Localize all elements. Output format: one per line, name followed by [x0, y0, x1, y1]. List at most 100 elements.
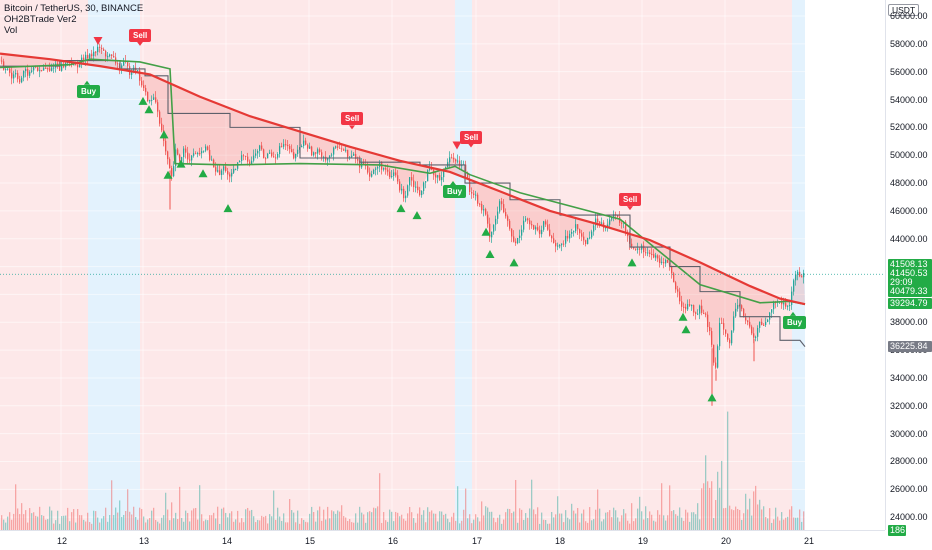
volume-bar: [553, 517, 555, 530]
volume-bar: [203, 521, 205, 530]
candle: [323, 156, 325, 158]
candle: [565, 235, 567, 244]
buy-triangle: [396, 204, 406, 213]
candle: [643, 245, 645, 253]
volume-bar: [525, 513, 527, 530]
volume-bar: [141, 509, 143, 530]
candle: [711, 331, 713, 345]
candle: [229, 174, 231, 177]
volume-bar: [383, 512, 385, 530]
volume-bar: [41, 515, 43, 530]
volume-bar: [61, 516, 63, 530]
volume-bar: [485, 506, 487, 530]
volume-bar: [97, 517, 99, 530]
volume-bar: [591, 520, 593, 530]
volume-bar: [491, 511, 493, 530]
candle: [77, 64, 79, 68]
volume-bar: [269, 514, 271, 530]
candle: [247, 156, 249, 162]
volume-bar: [257, 519, 259, 530]
candle: [559, 245, 561, 247]
candle: [535, 227, 537, 230]
candle: [579, 229, 581, 234]
chart-pane[interactable]: Bitcoin / TetherUS, 30, BINANCE OH2BTrad…: [0, 0, 885, 530]
volume-bar: [311, 506, 313, 530]
volume-bar: [273, 490, 275, 530]
candle: [593, 225, 595, 232]
candle: [249, 161, 251, 165]
volume-bar: [235, 519, 237, 530]
candle: [197, 153, 199, 155]
volume-bar: [147, 519, 149, 530]
volume-bar: [183, 521, 185, 530]
buy-triangle: [198, 169, 208, 178]
candle: [371, 173, 373, 177]
volume-bar: [201, 514, 203, 530]
volume-bar: [629, 523, 631, 530]
price-tick-label: 56000.00: [890, 66, 928, 77]
volume-bar: [251, 509, 253, 530]
candle: [631, 243, 633, 248]
volume-bar: [477, 517, 479, 530]
time-tick-label: 18: [555, 536, 566, 546]
volume-bar: [53, 523, 55, 530]
candle: [169, 159, 171, 169]
buy-triangle: [412, 211, 422, 220]
candle: [279, 146, 281, 155]
volume-title[interactable]: Vol: [4, 25, 18, 36]
indicator-title[interactable]: OH2BTrade Ver2: [4, 14, 77, 25]
candle: [97, 46, 99, 52]
symbol-title[interactable]: Bitcoin / TetherUS, 30, BINANCE: [4, 3, 144, 14]
volume-bar: [773, 519, 775, 530]
volume-bar: [435, 513, 437, 530]
cloud-fill: [0, 48, 805, 370]
volume-bar: [295, 522, 297, 530]
volume-bar: [333, 511, 335, 530]
candle: [177, 149, 179, 155]
candle: [701, 305, 703, 313]
candle: [413, 180, 415, 188]
candle: [285, 144, 287, 146]
price-chart[interactable]: [0, 0, 885, 530]
volume-bar: [425, 522, 427, 530]
time-axis[interactable]: 12 13 14 15 16 17 18 19 20 21: [0, 530, 885, 550]
volume-bar: [727, 411, 729, 530]
candle: [537, 227, 539, 230]
candle: [719, 322, 721, 347]
volume-bar: [419, 507, 421, 530]
candle: [15, 73, 17, 75]
volume-bar: [339, 511, 341, 530]
candle: [201, 151, 203, 154]
volume-bar: [153, 507, 155, 530]
candle: [489, 223, 491, 238]
volume-bar: [705, 455, 707, 530]
buy-triangle: [159, 130, 169, 139]
candle: [611, 217, 613, 220]
volume-bar: [145, 522, 147, 530]
volume-bar: [777, 516, 779, 530]
candle: [171, 168, 173, 177]
volume-bar: [613, 507, 615, 530]
volume-bar: [305, 521, 307, 530]
volume-bar: [421, 514, 423, 530]
price-axis[interactable]: USDT 60000.00 58000.00 56000.00 54000.00 520…: [885, 0, 932, 536]
currency-tag[interactable]: USDT: [888, 4, 920, 16]
candle: [599, 221, 601, 224]
candle: [381, 162, 383, 170]
volume-bar: [131, 514, 133, 530]
candle: [305, 140, 307, 145]
candle: [691, 305, 693, 307]
candle: [523, 220, 525, 230]
volume-bar: [285, 522, 287, 530]
candle: [347, 149, 349, 158]
candle: [511, 228, 513, 237]
volume-bar: [449, 522, 451, 530]
volume-bar: [373, 507, 375, 530]
price-tick-label: 48000.00: [890, 178, 928, 189]
candle: [261, 145, 263, 150]
sell-signal-label: Sell: [129, 28, 152, 42]
candle: [483, 209, 485, 211]
candle: [151, 99, 153, 101]
volume-bar: [557, 496, 559, 530]
candle: [195, 153, 197, 155]
